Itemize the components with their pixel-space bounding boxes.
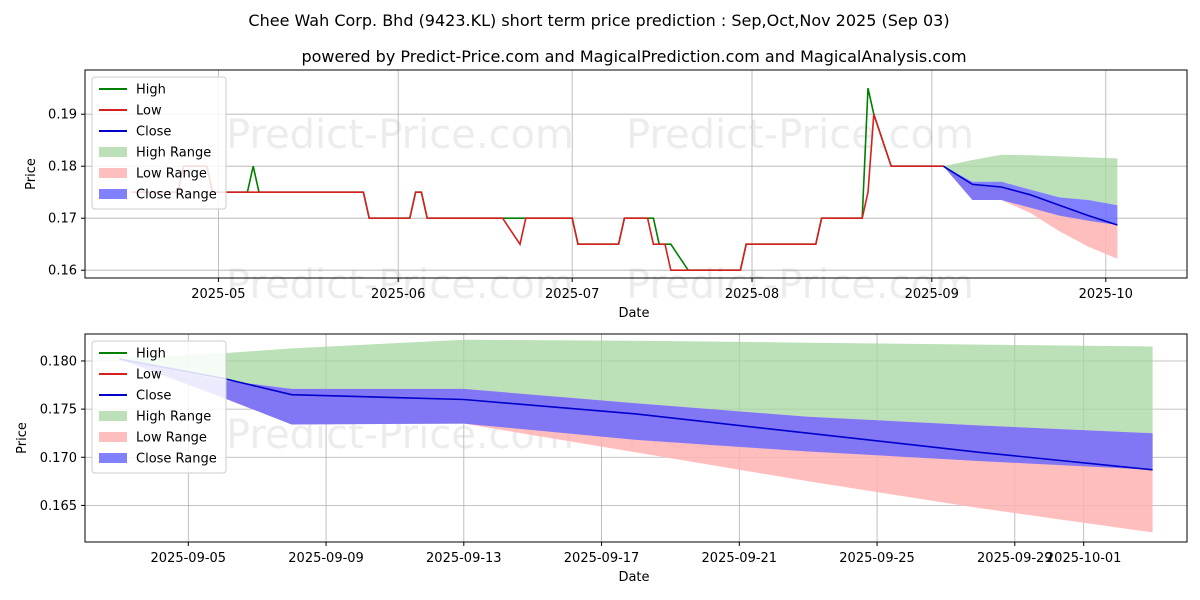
chart-panel-1: Predict-Price.com Predict-Price.com Predic… [24, 69, 1188, 321]
x-tick-label: 2025-09-21 [702, 551, 778, 566]
y-tick-label: 0.170 [40, 451, 77, 466]
legend-label-high-range: High Range [136, 410, 211, 425]
plot-frame [84, 333, 1188, 543]
watermark-text: Predict-Price.com [226, 112, 574, 158]
legend: High Low Close High Range Low Range Close Ran… [91, 340, 227, 474]
close-series-line [119, 358, 1153, 471]
x-tick-label: 2025-09-13 [426, 551, 502, 566]
chart-title: Chee Wah Corp. Bhd (9423.KL) short term … [248, 11, 949, 30]
high-range-band [943, 154, 1118, 206]
legend-label-low: Low [136, 368, 162, 383]
x-tick-label: 2025-09-25 [839, 551, 915, 566]
watermark-text: Predict-Price.com [626, 112, 974, 158]
watermark-text: Predict-Price.com [226, 262, 574, 308]
x-tick-label: 2025-10-01 [1046, 551, 1122, 566]
y-axis-label: Price [15, 422, 30, 454]
x-tick-label: 2025-08 [725, 287, 779, 302]
legend-swatch-low-range [99, 432, 127, 442]
legend-label-close: Close [136, 389, 171, 404]
x-tick-label: 2025-09-17 [564, 551, 640, 566]
close-series-line [942, 165, 1118, 226]
plot-frame [84, 69, 1188, 279]
legend-label-low-range: Low Range [136, 167, 207, 182]
y-axis-label: Price [24, 158, 39, 190]
y-tick-label: 0.19 [48, 108, 77, 123]
legend-label-low-range: Low Range [136, 431, 207, 446]
low-series-line [131, 113, 944, 272]
y-tick-label: 0.16 [48, 264, 77, 279]
y-tick-label: 0.17 [48, 212, 77, 227]
legend-swatch-close-range [99, 189, 127, 199]
legend-label-high-range: High Range [136, 146, 211, 161]
x-tick-label: 2025-09-09 [288, 551, 364, 566]
x-tick-label: 2025-09 [905, 287, 959, 302]
legend-swatch-close-range [99, 453, 127, 463]
legend-swatch-high-range [99, 411, 127, 421]
chart-subtitle: powered by Predict-Price.com and Magical… [301, 47, 966, 66]
x-tick-label: 2025-10 [1079, 287, 1133, 302]
legend: High Low Close High Range Low Range Close Ran… [91, 76, 227, 210]
x-tick-label: 2025-06 [371, 287, 425, 302]
y-tick-label: 0.180 [40, 354, 77, 369]
legend-label-close-range: Close Range [136, 452, 217, 467]
legend-label-high: High [136, 83, 166, 98]
x-tick-label: 2025-07 [545, 287, 599, 302]
y-tick-label: 0.165 [40, 499, 77, 514]
x-axis-label: Date [618, 306, 649, 321]
legend-label-low: Low [136, 104, 162, 119]
high-range-band [119, 339, 1153, 434]
legend-label-close-range: Close Range [136, 188, 217, 203]
legend-label-close: Close [136, 125, 171, 140]
x-tick-label: 2025-09-29 [977, 551, 1053, 566]
chart-panel-2: Predict-Price.comPredict-Price.com2025-0… [15, 333, 1188, 585]
x-tick-label: 2025-05 [191, 287, 245, 302]
legend-label-high: High [136, 347, 166, 362]
y-tick-label: 0.18 [48, 160, 77, 175]
x-axis-label: Date [618, 570, 649, 585]
y-tick-label: 0.175 [40, 403, 77, 418]
legend-swatch-low-range [99, 168, 127, 178]
x-tick-label: 2025-09-05 [151, 551, 227, 566]
legend-swatch-high-range [99, 147, 127, 157]
